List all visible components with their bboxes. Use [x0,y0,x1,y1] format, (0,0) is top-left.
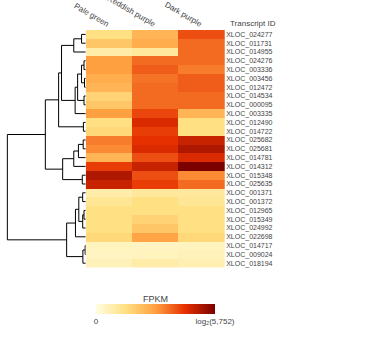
svg-text:Transcript ID: Transcript ID [230,19,276,28]
svg-text:XLOC_025635: XLOC_025635 [226,180,272,188]
svg-text:XLOC_000095: XLOC_000095 [226,101,272,109]
svg-text:XLOC_014781: XLOC_014781 [226,154,272,162]
svg-text:FPKM: FPKM [143,294,168,304]
svg-text:XLOC_012472: XLOC_012472 [226,84,272,92]
svg-text:XLOC_011731: XLOC_011731 [226,40,272,48]
svg-text:XLOC_025681: XLOC_025681 [226,145,272,153]
svg-text:XLOC_025682: XLOC_025682 [226,136,272,144]
svg-text:XLOC_003336: XLOC_003336 [226,66,272,74]
svg-text:XLOC_014717: XLOC_014717 [226,242,272,250]
svg-text:XLOC_015348: XLOC_015348 [226,172,272,180]
svg-text:log₂(5,752): log₂(5,752) [195,317,234,326]
svg-text:XLOC_012965: XLOC_012965 [226,207,272,215]
svg-text:XLOC_014312: XLOC_014312 [226,163,272,171]
svg-text:XLOC_001371: XLOC_001371 [226,189,272,197]
svg-text:Reddish purple: Reddish purple [106,0,158,29]
svg-text:XLOC_012490: XLOC_012490 [226,119,272,127]
svg-text:Pale green: Pale green [72,1,110,28]
svg-text:0: 0 [94,317,99,326]
svg-text:XLOC_014722: XLOC_014722 [226,128,272,136]
svg-text:XLOC_014534: XLOC_014534 [226,92,272,100]
svg-text:Dark purple: Dark purple [163,0,204,29]
svg-text:XLOC_001372: XLOC_001372 [226,198,272,206]
svg-text:XLOC_014955: XLOC_014955 [226,48,272,56]
svg-text:XLOC_024277: XLOC_024277 [226,31,272,39]
svg-text:XLOC_024276: XLOC_024276 [226,57,272,65]
svg-text:XLOC_009024: XLOC_009024 [226,251,272,259]
svg-text:XLOC_015349: XLOC_015349 [226,216,272,224]
svg-text:XLOC_003456: XLOC_003456 [226,75,272,83]
svg-text:XLOC_003335: XLOC_003335 [226,110,272,118]
svg-text:XLOC_022698: XLOC_022698 [226,233,272,241]
svg-text:XLOC_024992: XLOC_024992 [226,224,272,232]
svg-text:XLOC_018194: XLOC_018194 [226,260,272,268]
